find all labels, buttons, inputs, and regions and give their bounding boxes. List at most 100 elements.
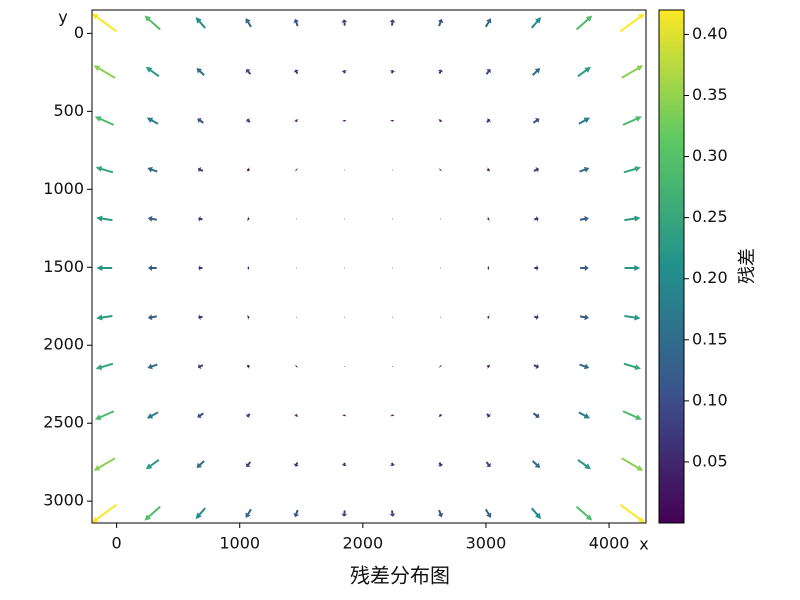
arrow xyxy=(486,413,491,418)
arrow xyxy=(93,65,116,79)
arrow xyxy=(341,414,348,417)
arrow xyxy=(247,314,250,321)
arrow xyxy=(245,69,252,75)
arrow xyxy=(144,505,161,521)
arrow xyxy=(293,413,299,418)
arrow xyxy=(197,363,204,370)
arrow xyxy=(245,508,252,518)
plot-frame xyxy=(91,9,647,524)
arrow xyxy=(146,411,159,419)
arrow xyxy=(147,265,157,272)
y-tick-label: 500 xyxy=(53,101,84,120)
arrow xyxy=(575,505,593,521)
arrow xyxy=(531,460,541,469)
arrow xyxy=(530,507,542,520)
colorbar-tick-label: 0.40 xyxy=(692,24,728,43)
arrow xyxy=(147,314,157,321)
arrow xyxy=(144,15,161,31)
colorbar-tick-label: 0.15 xyxy=(692,329,728,348)
arrow xyxy=(245,18,252,28)
arrow xyxy=(95,362,114,371)
arrow xyxy=(341,510,348,517)
arrow xyxy=(437,69,444,74)
arrow xyxy=(246,363,250,369)
arrow xyxy=(247,265,250,272)
y-tick-label: 2000 xyxy=(43,335,84,354)
arrow xyxy=(623,362,642,371)
arrow xyxy=(579,363,590,370)
arrow xyxy=(534,314,539,321)
arrow xyxy=(437,18,444,27)
arrow xyxy=(530,17,542,29)
arrow xyxy=(198,215,203,222)
arrow xyxy=(293,69,300,74)
arrow xyxy=(92,503,118,523)
arrow xyxy=(197,118,204,124)
colorbar xyxy=(658,9,685,524)
colorbar-tick-label: 0.10 xyxy=(692,390,728,409)
y-axis-label: y xyxy=(58,8,67,27)
arrow xyxy=(198,265,203,272)
colorbar-tick-label: 0.05 xyxy=(692,451,728,470)
arrow xyxy=(389,462,396,467)
arrow xyxy=(619,13,645,33)
arrow xyxy=(534,265,539,272)
arrow xyxy=(532,118,540,124)
arrow xyxy=(534,215,539,222)
arrow xyxy=(195,507,206,520)
arrow xyxy=(389,119,396,122)
arrow xyxy=(437,462,444,467)
y-tick-label: 2500 xyxy=(43,413,84,432)
arrow xyxy=(579,166,590,173)
arrow xyxy=(578,117,591,125)
x-tick-label: 3000 xyxy=(466,534,507,553)
arrow xyxy=(485,69,491,75)
arrow xyxy=(341,119,348,122)
arrow xyxy=(341,462,348,467)
arrow xyxy=(487,314,490,321)
arrow xyxy=(622,410,642,420)
arrow xyxy=(578,411,591,419)
arrow xyxy=(196,460,205,469)
arrow xyxy=(624,314,641,321)
colorbar-tick-label: 0.30 xyxy=(692,146,728,165)
arrow xyxy=(389,69,396,74)
arrow xyxy=(294,364,299,369)
arrow xyxy=(94,116,115,126)
arrow xyxy=(486,167,491,173)
arrow xyxy=(531,68,541,76)
arrow xyxy=(293,119,299,123)
arrow xyxy=(92,13,118,33)
arrow xyxy=(246,413,251,418)
x-axis-label: x xyxy=(639,535,648,554)
arrow xyxy=(438,167,443,172)
arrow xyxy=(95,166,114,174)
arrow xyxy=(147,166,158,173)
arrow xyxy=(293,18,300,27)
arrow xyxy=(145,458,160,470)
y-tick-label: 3000 xyxy=(43,491,84,510)
arrow xyxy=(147,215,157,222)
x-tick-label: 1000 xyxy=(219,534,260,553)
arrow xyxy=(622,116,642,126)
arrow xyxy=(580,265,589,272)
arrow xyxy=(484,18,492,28)
arrow xyxy=(487,265,490,272)
chart-title: 残差分布图 xyxy=(350,564,450,588)
arrow xyxy=(245,461,252,468)
arrow xyxy=(484,508,492,518)
arrow xyxy=(94,410,115,420)
arrow xyxy=(196,68,205,76)
x-tick-label: 0 xyxy=(112,534,122,553)
x-tick-label: 2000 xyxy=(342,534,383,553)
arrow xyxy=(486,118,491,123)
arrow xyxy=(341,69,348,74)
arrow xyxy=(437,509,444,518)
arrow xyxy=(96,265,113,272)
arrow xyxy=(195,17,206,29)
arrow xyxy=(389,414,396,417)
arrow xyxy=(246,118,251,123)
colorbar-tick-label: 0.20 xyxy=(692,268,728,287)
arrow xyxy=(623,166,642,174)
arrow xyxy=(577,66,592,78)
